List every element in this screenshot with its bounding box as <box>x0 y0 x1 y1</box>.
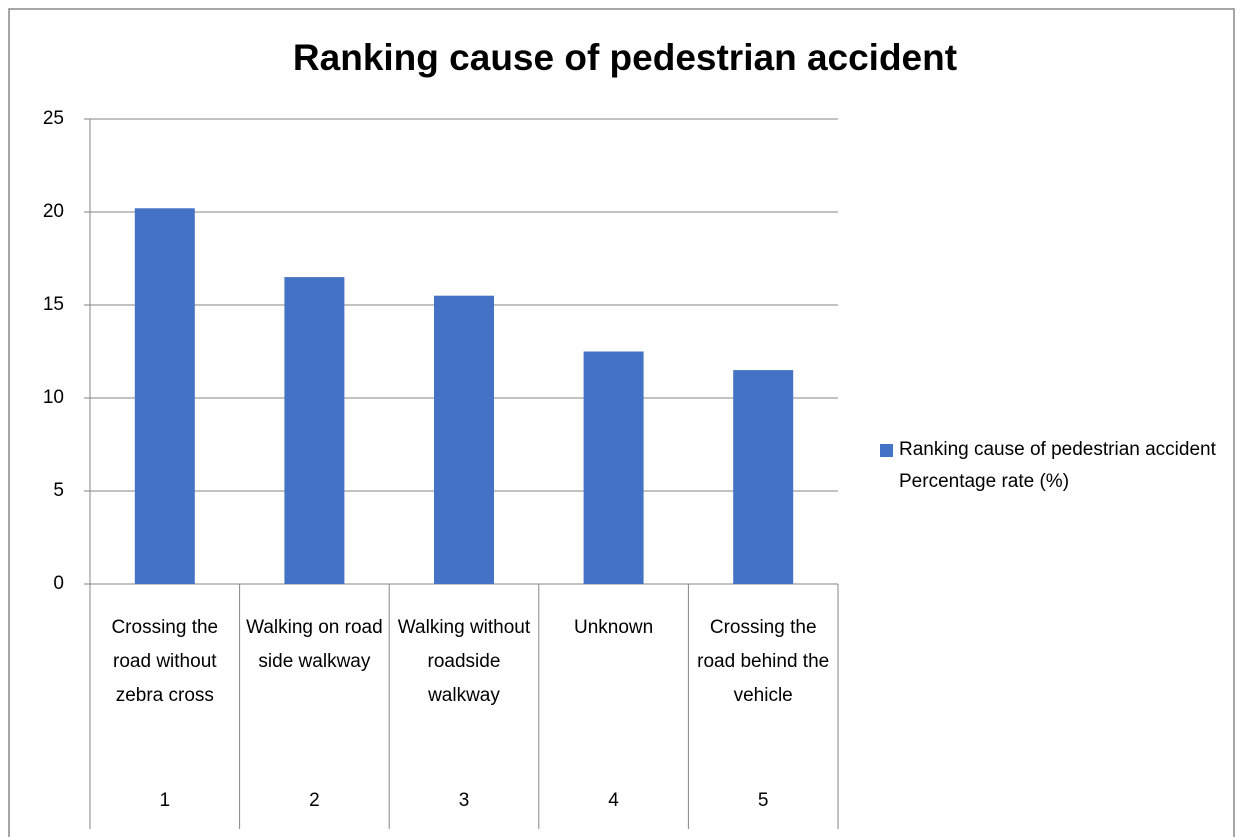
bar <box>284 277 345 584</box>
x-tick-label-box: Crossing the road without zebra cross <box>111 617 219 706</box>
x-tick-label: Walking on road side walkway <box>246 617 383 672</box>
category-rank-label: 5 <box>758 790 769 811</box>
bar <box>733 370 794 584</box>
bar <box>134 208 195 584</box>
x-tick-label: Crossing the road behind the vehicle <box>697 617 830 706</box>
y-tick-label: 25 <box>43 108 64 129</box>
x-tick-label: Crossing the road without zebra cross <box>111 617 219 706</box>
x-tick-label-box: Walking without roadside walkway <box>397 617 531 706</box>
chart-title: Ranking cause of pedestrian accident <box>293 37 957 78</box>
y-tick-label: 15 <box>43 294 64 315</box>
x-tick-label-box: Crossing the road behind the vehicle <box>697 617 830 706</box>
chart-border <box>8 8 1235 837</box>
bar <box>583 351 644 584</box>
y-tick-label: 5 <box>53 480 64 501</box>
y-tick-label: 20 <box>43 201 64 222</box>
x-tick-label-box: Unknown <box>573 617 654 638</box>
category-rank-label: 3 <box>459 790 470 811</box>
category-rank-label: 2 <box>309 790 320 811</box>
x-tick-label: Unknown <box>573 617 654 638</box>
category-rank-label: 4 <box>608 790 619 811</box>
category-rank-label: 1 <box>160 790 171 811</box>
y-tick-label: 10 <box>43 387 64 408</box>
legend-label-box: Ranking cause of pedestrian accident Per… <box>899 439 1216 492</box>
legend-label: Ranking cause of pedestrian accident Per… <box>899 439 1216 492</box>
x-tick-label: Walking without roadside walkway <box>397 617 531 706</box>
bar <box>434 295 494 584</box>
x-tick-label-box: Walking on road side walkway <box>246 617 383 672</box>
y-tick-label: 0 <box>53 573 64 594</box>
legend-swatch <box>880 444 893 457</box>
